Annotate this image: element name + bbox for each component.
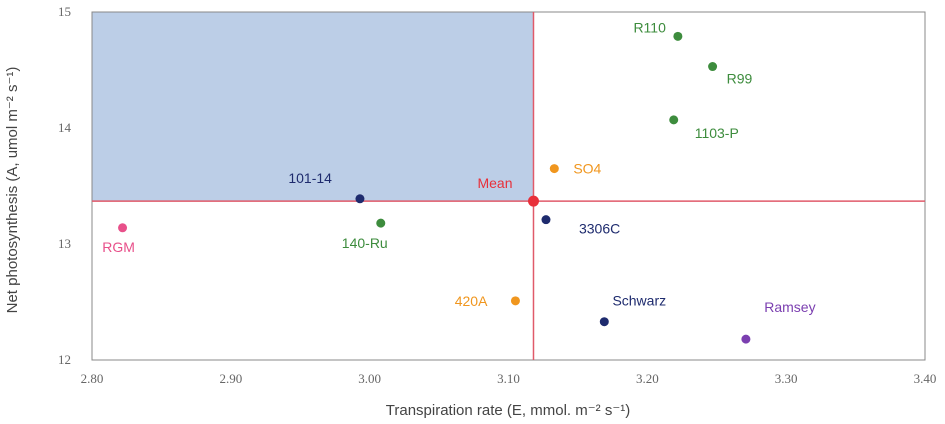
- data-point: [708, 62, 718, 72]
- data-label: 140-Ru: [342, 235, 388, 251]
- data-label: SO4: [573, 161, 601, 177]
- data-point: [118, 223, 128, 233]
- data-label: 1103-P: [695, 125, 739, 141]
- data-point: [669, 115, 679, 125]
- plot-frame: [91, 11, 926, 361]
- x-axis-label: Transpiration rate (E, mmol. m⁻² s⁻¹): [386, 402, 630, 419]
- data-point: [510, 296, 520, 306]
- x-tick-label: 3.20: [636, 371, 659, 386]
- data-label: 101-14: [288, 170, 332, 186]
- data-label: 3306C: [579, 221, 620, 237]
- x-tick-label: 3.10: [497, 371, 520, 386]
- y-tick-label: 13: [58, 236, 71, 251]
- data-label: Ramsey: [764, 299, 815, 315]
- data-label: Schwarz: [612, 293, 666, 309]
- data-label: RGM: [102, 239, 135, 255]
- highlight-region: [92, 12, 534, 202]
- x-tick-label: 3.40: [914, 371, 937, 386]
- x-tick-label: 2.80: [81, 371, 104, 386]
- mean-point: [527, 195, 539, 207]
- data-label: R110: [633, 19, 666, 35]
- data-point: [376, 218, 386, 228]
- x-tick-label: 2.90: [219, 371, 242, 386]
- x-tick-label: 3.30: [775, 371, 798, 386]
- mean-label: Mean: [477, 175, 512, 191]
- y-tick-label: 15: [58, 4, 71, 19]
- data-label: R99: [727, 71, 753, 87]
- axis-ticks: 2.80 2.90 3.00 3.10 3.20 3.30 3.40 15 14 13 12: [58, 4, 936, 386]
- data-points: R110 R99 1103-P SO4 101-14 3306C 140-Ru RGM 420A…: [102, 19, 816, 344]
- data-point: [549, 164, 559, 174]
- y-tick-label: 12: [58, 352, 71, 367]
- data-point: [741, 334, 751, 344]
- data-label: 420A: [455, 293, 488, 309]
- data-point: [673, 31, 683, 41]
- data-point: [599, 317, 609, 327]
- y-axis-label: Net photosynthesis (A, umol m⁻² s⁻¹): [4, 67, 21, 314]
- plot-area: [91, 11, 926, 361]
- y-tick-label: 14: [58, 120, 72, 135]
- x-tick-label: 3.00: [358, 371, 381, 386]
- data-point: [355, 194, 365, 204]
- data-point: [541, 215, 551, 225]
